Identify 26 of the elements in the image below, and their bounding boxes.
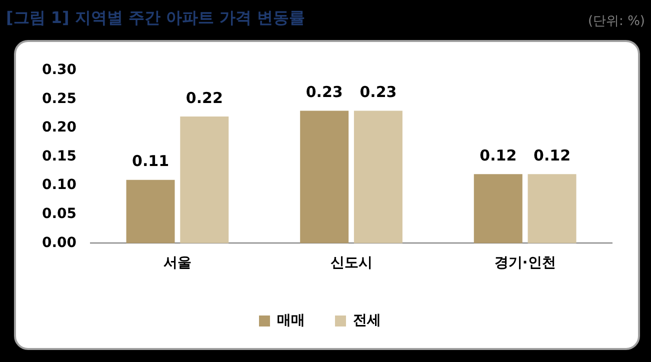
data-label: 0.23 [306, 83, 343, 102]
y-tick-label: 0.30 [42, 62, 77, 78]
bar [528, 174, 576, 244]
bar [474, 174, 522, 244]
y-tick-label: 0.15 [42, 148, 77, 164]
x-tick-label: 경기·인천 [494, 255, 556, 272]
chart-title: [그림 1] 지역별 주간 아파트 가격 변동률 [6, 8, 306, 29]
x-tick-label: 서울 [163, 255, 192, 272]
text: (단위: %) [588, 13, 645, 30]
y-tick-label: 0.25 [42, 90, 77, 107]
legend-label: 전세 [353, 312, 381, 329]
y-tick-label: 0.20 [42, 120, 77, 136]
bar [126, 180, 175, 244]
data-label: 0.22 [186, 88, 223, 107]
bar [300, 110, 349, 244]
legend-label: 매매 [277, 312, 305, 329]
data-label: 0.11 [132, 152, 170, 170]
x-tick-label: 신도시 [330, 255, 372, 272]
y-tick-label: 0.00 [42, 234, 77, 251]
data-label: 0.12 [480, 146, 517, 164]
y-tick-label: 0.10 [42, 177, 77, 194]
bar [354, 110, 402, 244]
data-label: 0.12 [534, 146, 571, 164]
y-tick-label: 0.05 [42, 206, 77, 222]
bar [180, 116, 229, 244]
data-label: 0.23 [360, 83, 397, 102]
